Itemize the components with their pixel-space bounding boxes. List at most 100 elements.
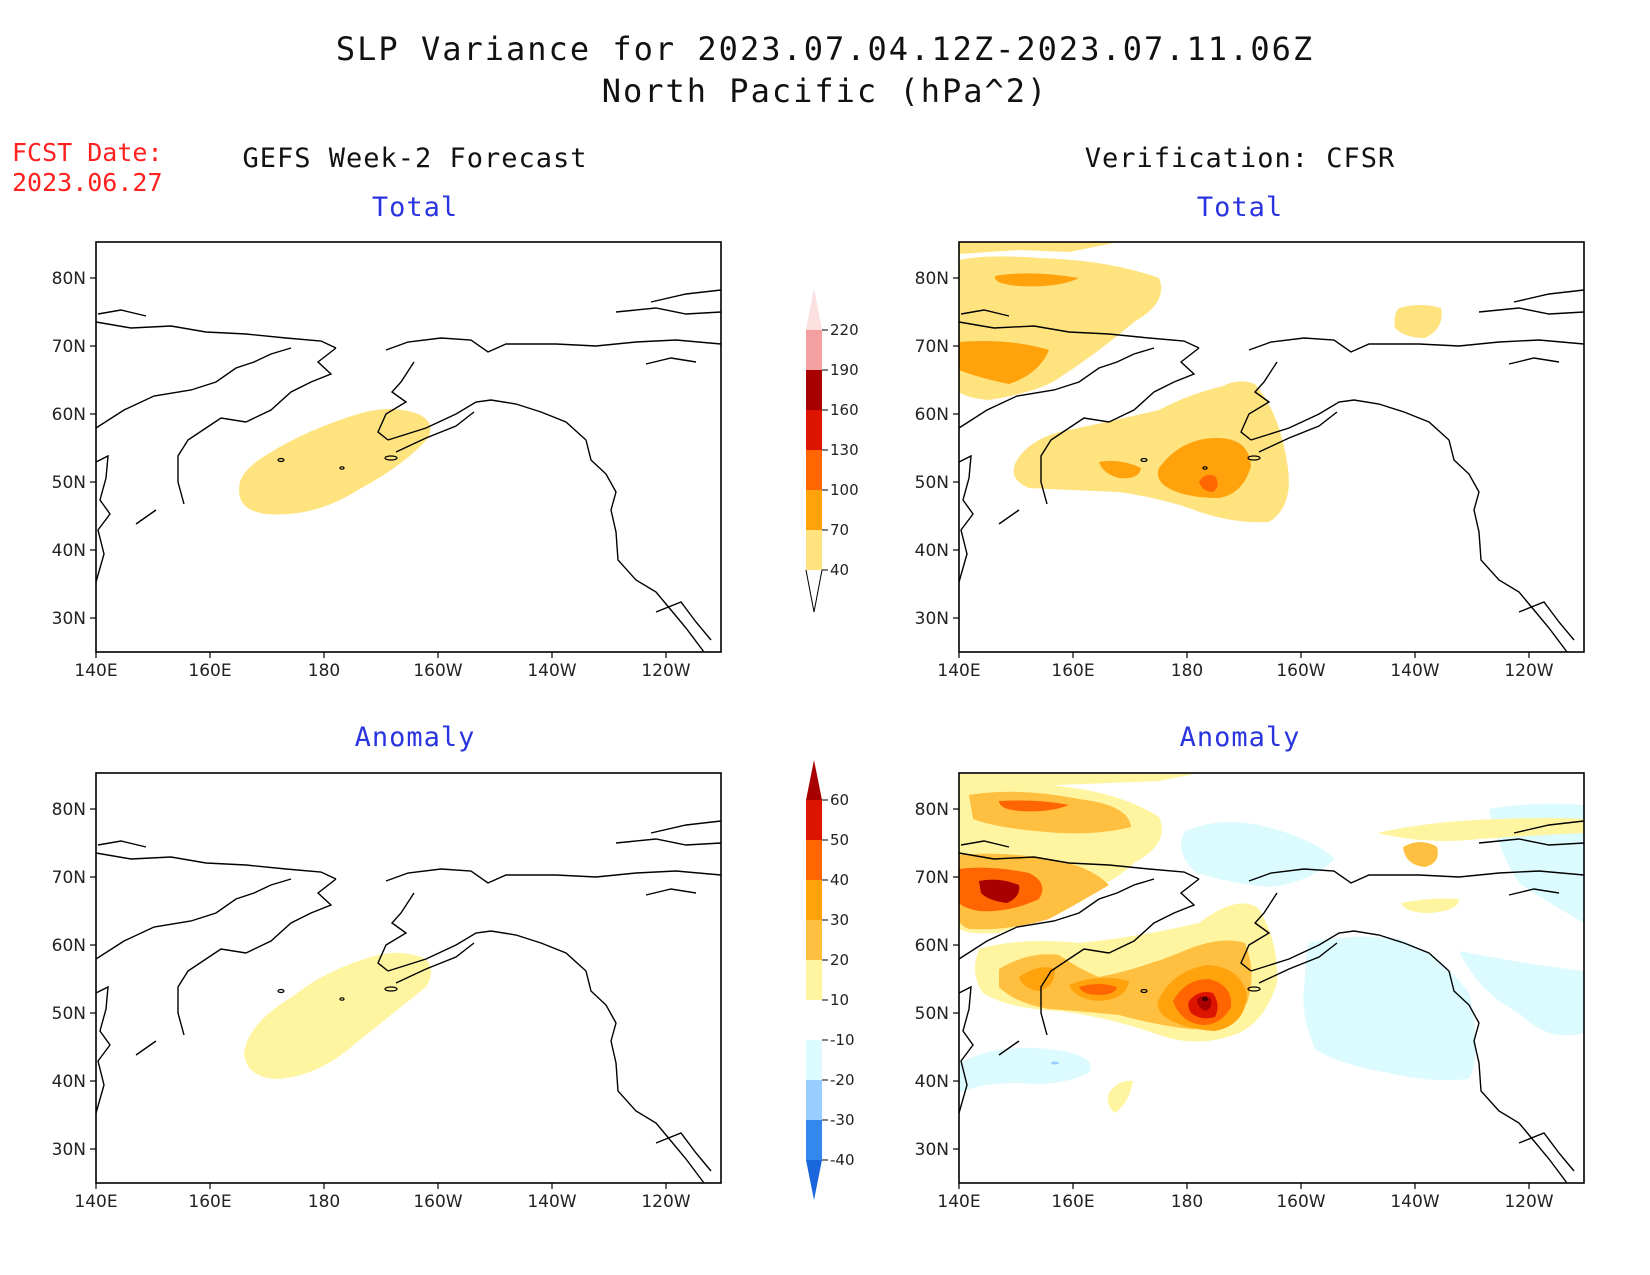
forecast-anomaly-lat-label: 50N xyxy=(52,1004,86,1024)
cfsr-total-lon-label: 120W xyxy=(1504,661,1553,681)
fcst-date-label: FCST Date: xyxy=(12,138,163,167)
forecast-anomaly-lon-label: 160E xyxy=(188,1192,231,1212)
main-title: SLP Variance for 2023.07.04.12Z-2023.07.… xyxy=(335,30,1315,68)
forecast-anomaly-coastline xyxy=(95,820,722,1184)
colorbar-total-swatch xyxy=(806,410,822,450)
forecast-anomaly-contour-fill xyxy=(244,952,431,1079)
axis-labels: 80N 70N 60N 50N 40N 30N 140E 160E 180 160W 140W 120… xyxy=(52,269,1554,1212)
forecast-total-lat-label: 80N xyxy=(52,269,86,289)
cfsr-anomaly-lon-label: 120W xyxy=(1504,1192,1553,1212)
cfsr-anomaly-lon-label: 180 xyxy=(1171,1192,1203,1212)
forecast-anomaly-lat-label: 80N xyxy=(52,800,86,820)
forecast-anomaly-title: Anomaly xyxy=(354,722,476,753)
fcst-date-value: 2023.06.27 xyxy=(12,168,163,197)
colorbar-anomaly-label: 40 xyxy=(830,871,849,889)
colorbar-anomaly-label: -40 xyxy=(830,1151,855,1169)
forecast-anomaly-lon-label: 160W xyxy=(413,1192,462,1212)
forecast-anomaly-lat-label: 30N xyxy=(52,1140,86,1160)
forecast-anomaly-panel xyxy=(95,772,722,1184)
cfsr-total-lon-label: 160W xyxy=(1276,661,1325,681)
colorbar-total-label: 190 xyxy=(830,361,859,379)
colorbar-total-label: 160 xyxy=(830,401,859,419)
colorbar-anomaly: 60 50 40 30 20 10 -10 -20 -30 -40 xyxy=(806,760,855,1200)
forecast-total-contour-fill xyxy=(239,409,431,515)
cfsr-total-lat-label: 50N xyxy=(915,473,949,493)
colorbar-total-swatch xyxy=(806,450,822,490)
colorbar-total-low-arrow xyxy=(805,569,823,613)
right-column-header: Verification: CFSR xyxy=(1084,143,1396,174)
cfsr-anomaly-lon-label: 140W xyxy=(1390,1192,1439,1212)
forecast-total-title: Total xyxy=(371,192,459,223)
cfsr-total-lat-label: 60N xyxy=(915,405,949,425)
colorbar-total-swatch xyxy=(806,530,822,570)
colorbar-total-label: 40 xyxy=(830,561,849,579)
forecast-total-lat-label: 40N xyxy=(52,541,86,561)
cfsr-total-panel xyxy=(958,241,1585,653)
cfsr-anomaly-lat-label: 40N xyxy=(915,1072,949,1092)
colorbar-total-swatch xyxy=(806,490,822,530)
colorbar-total-label: 130 xyxy=(830,441,859,459)
forecast-anomaly-lat-label: 40N xyxy=(52,1072,86,1092)
cfsr-anomaly-contour-fill xyxy=(959,773,1584,1113)
colorbar-total: 40 70 100 130 160 190 220 xyxy=(805,288,859,613)
cfsr-anomaly-lon-label: 140E xyxy=(937,1192,980,1212)
forecast-anomaly-frame xyxy=(95,772,722,1184)
colorbar-anomaly-swatch xyxy=(806,840,822,880)
cfsr-total-lon-label: 140W xyxy=(1390,661,1439,681)
forecast-total-lat-label: 30N xyxy=(52,609,86,629)
forecast-anomaly-lon-label: 140E xyxy=(74,1192,117,1212)
cfsr-total-lat-label: 70N xyxy=(915,337,949,357)
forecast-total-lon-label: 180 xyxy=(308,661,340,681)
forecast-total-lon-label: 160W xyxy=(413,661,462,681)
colorbar-anomaly-label: -10 xyxy=(830,1031,855,1049)
forecast-anomaly-lon-label: 140W xyxy=(527,1192,576,1212)
colorbar-anomaly-swatch xyxy=(806,1080,822,1120)
colorbar-total-label: 70 xyxy=(830,521,849,539)
forecast-total-lon-label: 120W xyxy=(641,661,690,681)
cfsr-total-title: Total xyxy=(1196,192,1284,223)
forecast-anomaly-lon-label: 180 xyxy=(308,1192,340,1212)
forecast-total-panel xyxy=(95,241,722,653)
colorbar-anomaly-label: 10 xyxy=(830,991,849,1009)
cfsr-anomaly-lat-label: 60N xyxy=(915,936,949,956)
cfsr-anomaly-lon-label: 160E xyxy=(1051,1192,1094,1212)
colorbar-anomaly-label: -30 xyxy=(830,1111,855,1129)
cfsr-total-lat-label: 30N xyxy=(915,609,949,629)
colorbar-anomaly-swatch xyxy=(806,1120,822,1160)
colorbar-total-label: 220 xyxy=(830,321,859,339)
cfsr-total-contour-fill xyxy=(959,242,1442,523)
colorbar-anomaly-label: 60 xyxy=(830,791,849,809)
colorbar-anomaly-swatch xyxy=(806,1000,822,1040)
colorbar-total-label: 100 xyxy=(830,481,859,499)
cfsr-anomaly-title: Anomaly xyxy=(1179,722,1301,753)
colorbar-anomaly-label: -20 xyxy=(830,1071,855,1089)
colorbar-anomaly-label: 50 xyxy=(830,831,849,849)
left-column-header: GEFS Week-2 Forecast xyxy=(242,143,588,174)
forecast-total-lat-label: 70N xyxy=(52,337,86,357)
cfsr-total-lat-label: 40N xyxy=(915,541,949,561)
colorbar-anomaly-swatch xyxy=(806,760,822,800)
colorbar-anomaly-swatch xyxy=(806,960,822,1000)
colorbar-anomaly-swatch xyxy=(806,800,822,840)
colorbar-anomaly-swatch xyxy=(806,880,822,920)
forecast-anomaly-lon-label: 120W xyxy=(641,1192,690,1212)
cfsr-anomaly-lat-label: 30N xyxy=(915,1140,949,1160)
cfsr-anomaly-frame xyxy=(958,772,1585,1184)
forecast-total-lat-label: 60N xyxy=(52,405,86,425)
colorbar-total-swatch xyxy=(806,370,822,410)
colorbar-anomaly-label: 20 xyxy=(830,951,849,969)
cfsr-total-lon-label: 160E xyxy=(1051,661,1094,681)
forecast-total-lat-label: 50N xyxy=(52,473,86,493)
cfsr-anomaly-lat-label: 50N xyxy=(915,1004,949,1024)
cfsr-anomaly-lat-label: 70N xyxy=(915,868,949,888)
forecast-total-lon-label: 160E xyxy=(188,661,231,681)
forecast-total-lon-label: 140W xyxy=(527,661,576,681)
forecast-total-frame xyxy=(95,241,722,653)
forecast-anomaly-lat-label: 60N xyxy=(52,936,86,956)
forecast-anomaly-lat-label: 70N xyxy=(52,868,86,888)
colorbar-anomaly-swatch xyxy=(806,1040,822,1080)
colorbar-anomaly-label: 30 xyxy=(830,911,849,929)
cfsr-anomaly-lat-label: 80N xyxy=(915,800,949,820)
cfsr-total-lon-label: 140E xyxy=(937,661,980,681)
